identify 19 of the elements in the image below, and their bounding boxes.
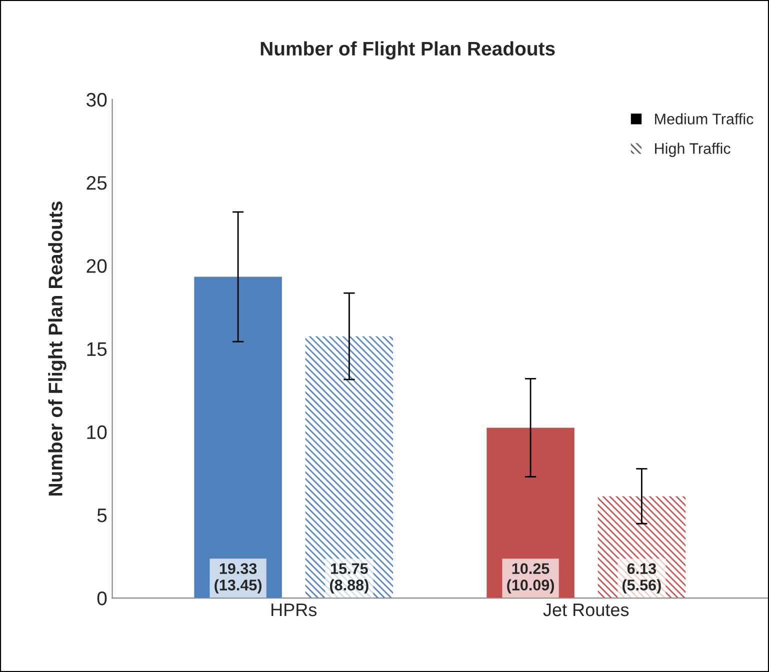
data-label: 15.75 (8.88): [330, 563, 368, 594]
data-label: 10.25 (10.09): [507, 563, 554, 594]
data-label: 6.13 (5.56): [622, 563, 661, 594]
x-tick-label: Jet Routes: [543, 604, 629, 616]
y-axis-title: Number of Flight Plan Readouts: [48, 202, 66, 496]
text: Medium Traffic: [655, 113, 754, 124]
y-tick-label: 20: [86, 259, 107, 273]
data-label: 19.33 (13.45): [214, 563, 262, 594]
y-tick-label: 30: [86, 92, 107, 107]
bar: [194, 276, 282, 598]
y-tick-label: 5: [97, 508, 107, 522]
x-tick-label: HPRs: [272, 604, 317, 616]
y-tick-label: 25: [86, 176, 107, 190]
y-tick-label: 10: [87, 425, 107, 440]
bar: [305, 336, 394, 598]
y-tick-label: 0: [97, 592, 107, 606]
y-tick-label: 15: [87, 342, 107, 356]
text: High Traffic: [655, 142, 730, 157]
chart-title: Number of Flight Plan Readouts: [260, 41, 555, 60]
